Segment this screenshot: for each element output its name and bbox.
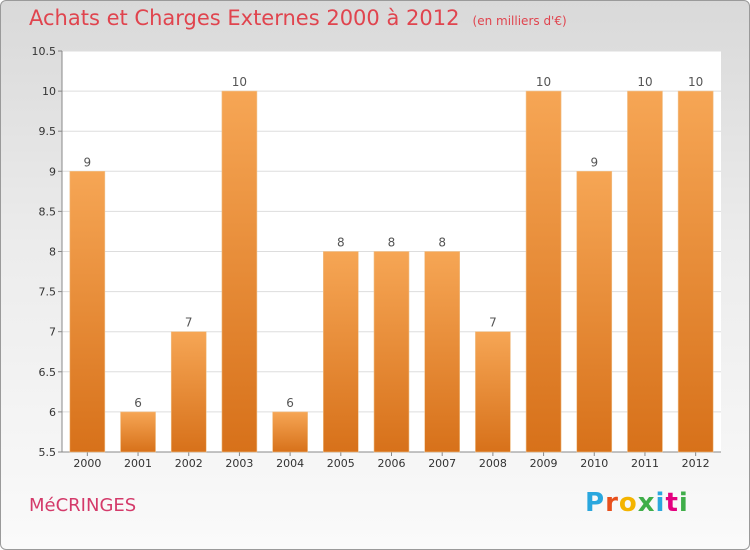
bar-2010: [576, 171, 613, 453]
x-tick-label-2008: 2008: [479, 457, 507, 470]
x-tick-label-2006: 2006: [378, 457, 406, 470]
chart-subtitle: (en milliers d'€): [472, 14, 567, 28]
data-label-2007: 8: [438, 236, 446, 250]
y-tick-label: 9.5: [39, 125, 57, 138]
x-tick-label-2007: 2007: [428, 457, 456, 470]
bar-2006: [373, 251, 410, 453]
bar-2009: [525, 90, 562, 453]
brand-letter: x: [637, 488, 656, 518]
brand-letter: o: [618, 488, 638, 518]
commune-name: MéCRINGES: [29, 495, 137, 516]
bar-2005: [323, 251, 359, 453]
bar-2001: [120, 411, 156, 453]
brand-letter: t: [665, 488, 679, 518]
y-tick-label: 8: [49, 246, 56, 259]
bar-2003: [221, 90, 258, 453]
data-label-2008: 7: [489, 316, 497, 330]
data-label-2001: 6: [134, 396, 142, 410]
chart-title: Achats et Charges Externes 2000 à 2012: [29, 6, 460, 30]
y-tick-label: 5.5: [39, 446, 57, 459]
data-label-2006: 8: [388, 236, 396, 250]
data-label-2012: 10: [688, 75, 703, 89]
data-label-2004: 6: [286, 396, 294, 410]
y-tick-label: 6: [49, 406, 56, 419]
data-label-2009: 10: [536, 75, 551, 89]
bar-2000: [69, 171, 106, 453]
x-tick-label-2003: 2003: [225, 457, 253, 470]
bar-2007: [424, 251, 460, 453]
brand-letter: P: [585, 488, 606, 518]
bar-2002: [170, 331, 207, 453]
axes: 5.5 6 6.5 7 7.5 8 8.5 9 9.5 10 10.5 2000 2001 2002 200…: [32, 45, 721, 470]
x-tick-label-2011: 2011: [631, 457, 659, 470]
x-tick-label-2002: 2002: [175, 457, 203, 470]
bars: [69, 90, 714, 453]
y-tick-label: 8.5: [39, 205, 57, 218]
data-label-2005: 8: [337, 236, 345, 250]
x-tick-label-2005: 2005: [327, 457, 355, 470]
y-tick-label: 7: [49, 326, 56, 339]
data-label-2010: 9: [590, 155, 598, 169]
data-labels: 9 6 7 10 6 8 8 8 7 10 9 10 10: [84, 75, 704, 410]
data-label-2011: 10: [637, 75, 652, 89]
x-tick-label-2001: 2001: [124, 457, 152, 470]
y-tick-label: 10: [42, 85, 56, 98]
proxiti-logo[interactable]: Proxiti: [585, 488, 689, 518]
bar-2004: [272, 411, 308, 453]
x-tick-label-2010: 2010: [580, 457, 608, 470]
bar-2012: [677, 90, 714, 453]
y-tick-label: 6.5: [39, 366, 57, 379]
y-tick-label: 7.5: [39, 286, 57, 299]
x-tick-label-2009: 2009: [530, 457, 558, 470]
y-tick-label: 9: [49, 165, 56, 178]
brand-letter: r: [605, 488, 619, 518]
x-tick-label-2012: 2012: [682, 457, 710, 470]
title-row: Achats et Charges Externes 2000 à 2012 (…: [29, 6, 567, 30]
brand-letter: i: [655, 488, 666, 518]
y-tick-label: 10.5: [32, 45, 57, 58]
bar-2008: [475, 331, 511, 453]
data-label-2003: 10: [232, 75, 247, 89]
brand-letter: i: [678, 488, 689, 518]
x-tick-label-2004: 2004: [276, 457, 304, 470]
data-label-2000: 9: [84, 155, 92, 169]
bar-2011: [627, 90, 663, 453]
data-label-2002: 7: [185, 316, 193, 330]
x-tick-label-2000: 2000: [73, 457, 101, 470]
